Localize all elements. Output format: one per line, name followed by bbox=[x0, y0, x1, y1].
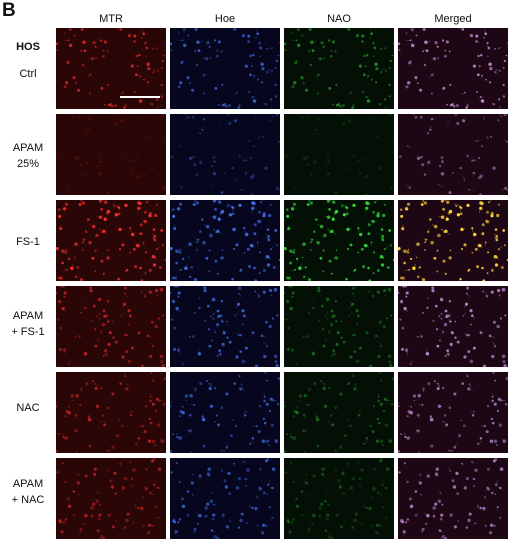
micrograph-green-row-4 bbox=[284, 286, 394, 367]
row-label-apam-nac: APAM + NAC bbox=[0, 476, 56, 508]
micrograph-image bbox=[170, 114, 280, 195]
micrograph-image bbox=[284, 200, 394, 281]
micrograph-green-row-1 bbox=[284, 28, 394, 109]
micrograph-image bbox=[398, 200, 508, 281]
micrograph-merged-row-1 bbox=[398, 28, 508, 109]
row-label-fs1: FS-1 bbox=[0, 234, 56, 250]
row-label-line: APAM bbox=[12, 310, 44, 322]
micrograph-green-row-2 bbox=[284, 114, 394, 195]
column-header-merged: Merged bbox=[434, 13, 472, 25]
row-label-line: + NAC bbox=[11, 494, 45, 506]
cell-line-label: HOS bbox=[16, 41, 40, 53]
micrograph-merged-row-6 bbox=[398, 458, 508, 539]
micrograph-merged-row-3 bbox=[398, 200, 508, 281]
micrograph-merged-row-4 bbox=[398, 286, 508, 367]
row-label-line: 25% bbox=[16, 158, 40, 170]
micrograph-image bbox=[284, 372, 394, 453]
micrograph-image bbox=[170, 286, 280, 367]
micrograph-image bbox=[56, 458, 166, 539]
micrograph-image bbox=[170, 28, 280, 109]
panel-letter: B bbox=[2, 0, 16, 21]
micrograph-green-row-6 bbox=[284, 458, 394, 539]
micrograph-image bbox=[284, 28, 394, 109]
column-header-nao: NAO bbox=[327, 13, 351, 25]
micrograph-merged-row-5 bbox=[398, 372, 508, 453]
micrograph-image bbox=[56, 114, 166, 195]
micrograph-blue-row-5 bbox=[170, 372, 280, 453]
micrograph-blue-row-4 bbox=[170, 286, 280, 367]
row-label-ctrl: Ctrl bbox=[0, 66, 56, 82]
scale-bar bbox=[120, 96, 160, 98]
column-header-mtr: MTR bbox=[99, 13, 123, 25]
row-label-line: NAC bbox=[16, 402, 40, 414]
micrograph-red-row-6 bbox=[56, 458, 166, 539]
micrograph-blue-row-6 bbox=[170, 458, 280, 539]
micrograph-image bbox=[170, 200, 280, 281]
row-label-line: APAM bbox=[12, 478, 44, 490]
micrograph-blue-row-3 bbox=[170, 200, 280, 281]
micrograph-blue-row-1 bbox=[170, 28, 280, 109]
micrograph-green-row-3 bbox=[284, 200, 394, 281]
micrograph-image bbox=[56, 200, 166, 281]
micrograph-red-row-3 bbox=[56, 200, 166, 281]
micrograph-merged-row-2 bbox=[398, 114, 508, 195]
micrograph-red-row-2 bbox=[56, 114, 166, 195]
micrograph-blue-row-2 bbox=[170, 114, 280, 195]
row-label-apam-25: APAM 25% bbox=[0, 140, 56, 172]
micrograph-image bbox=[398, 286, 508, 367]
micrograph-green-row-5 bbox=[284, 372, 394, 453]
micrograph-image bbox=[56, 28, 166, 109]
micrograph-red-row-5 bbox=[56, 372, 166, 453]
row-label-line: + FS-1 bbox=[11, 326, 45, 338]
row-label-line: APAM bbox=[12, 142, 44, 154]
micrograph-red-row-4 bbox=[56, 286, 166, 367]
micrograph-image bbox=[284, 286, 394, 367]
micrograph-image bbox=[398, 28, 508, 109]
row-label-line: FS-1 bbox=[16, 236, 40, 248]
micrograph-red-row-1 bbox=[56, 28, 166, 109]
micrograph-image bbox=[170, 458, 280, 539]
micrograph-image bbox=[56, 372, 166, 453]
column-header-hoe: Hoe bbox=[214, 13, 236, 25]
micrograph-image bbox=[398, 458, 508, 539]
row-label-nac: NAC bbox=[0, 400, 56, 416]
micrograph-image bbox=[284, 458, 394, 539]
micrograph-image bbox=[398, 372, 508, 453]
micrograph-image bbox=[56, 286, 166, 367]
micrograph-image bbox=[170, 372, 280, 453]
micrograph-image bbox=[284, 114, 394, 195]
micrograph-image bbox=[398, 114, 508, 195]
row-label-apam-fs1: APAM + FS-1 bbox=[0, 308, 56, 340]
row-label-line: Ctrl bbox=[19, 68, 37, 80]
